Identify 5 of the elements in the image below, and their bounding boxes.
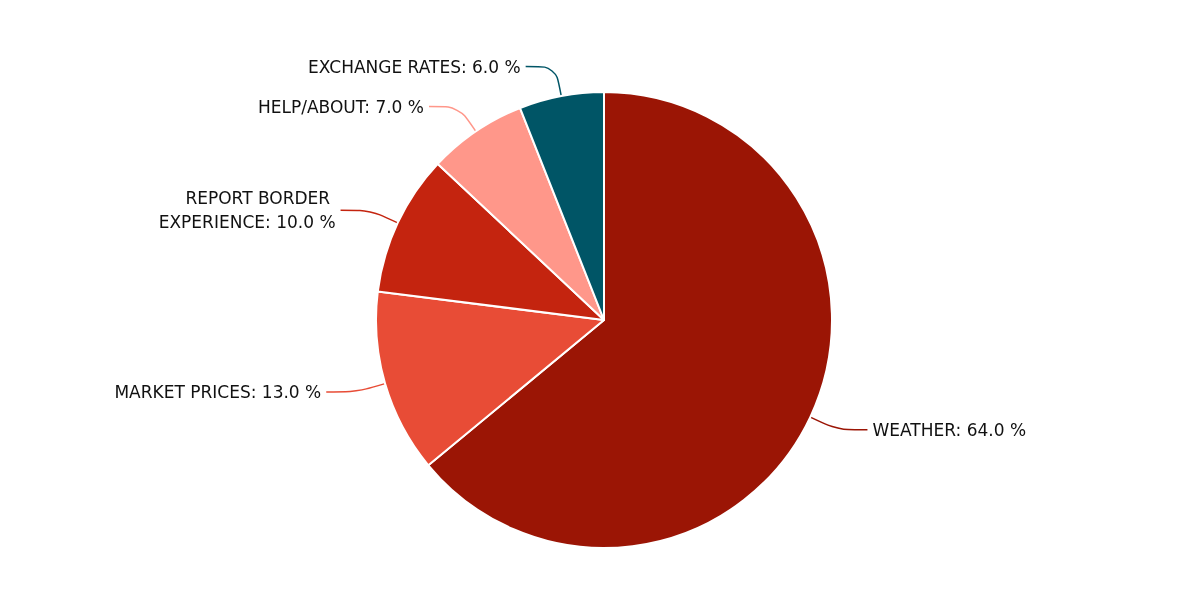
slice-label: HELP/ABOUT: 7.0 % (257, 96, 424, 117)
slice-label: REPORT BORDER EXPERIENCE: 10.0 % (158, 188, 336, 233)
slice-label: EXCHANGE RATES: 6.0 % (308, 56, 521, 77)
slice-label: WEATHER: 64.0 % (872, 419, 1027, 440)
slice-label: MARKET PRICES: 13.0 % (114, 381, 322, 402)
